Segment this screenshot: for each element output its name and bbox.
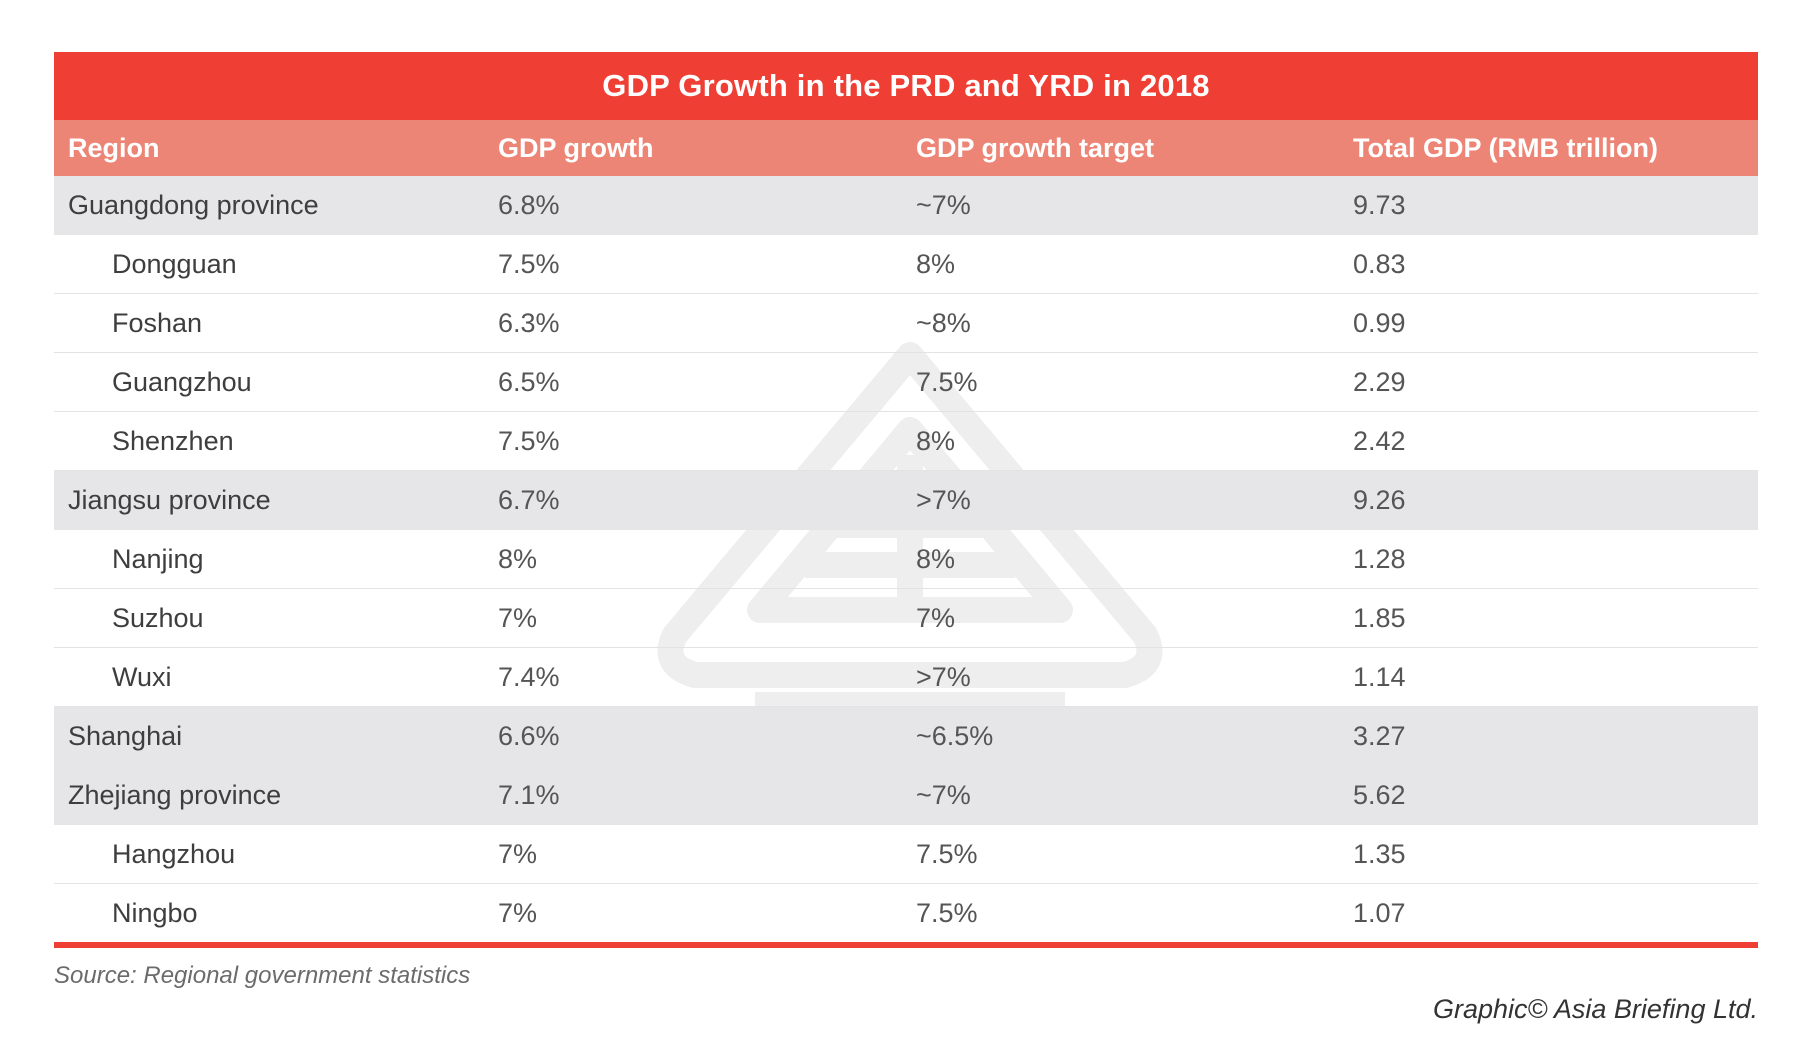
total-gdp-cell: 1.14 — [1339, 647, 1758, 707]
gdp-growth-cell: 7% — [484, 824, 902, 884]
total-gdp-cell: 0.83 — [1339, 234, 1758, 294]
gdp-table-container: GDP Growth in the PRD and YRD in 2018 Re… — [54, 52, 1758, 948]
total-gdp-cell: 1.28 — [1339, 529, 1758, 589]
gdp-growth-target-cell: >7% — [902, 470, 1339, 530]
total-gdp-cell: 1.35 — [1339, 824, 1758, 884]
region-cell: Dongguan — [54, 234, 484, 294]
table-row: Guangzhou 6.5% 7.5% 2.29 — [54, 352, 1758, 412]
gdp-growth-cell: 7.5% — [484, 411, 902, 471]
total-gdp-cell: 1.85 — [1339, 588, 1758, 648]
gdp-growth-target-cell: 7.5% — [902, 824, 1339, 884]
table-row: Shanghai 6.6% ~6.5% 3.27 — [54, 706, 1758, 766]
table-body: Guangdong province 6.8% ~7% 9.73 Dongguan 7.5… — [54, 176, 1758, 942]
table-bottom-rule — [54, 942, 1758, 948]
gdp-growth-target-cell: >7% — [902, 647, 1339, 707]
total-gdp-cell: 2.29 — [1339, 352, 1758, 412]
gdp-growth-target-cell: 7.5% — [902, 352, 1339, 412]
gdp-growth-cell: 6.6% — [484, 706, 902, 766]
total-gdp-cell: 3.27 — [1339, 706, 1758, 766]
total-gdp-cell: 1.07 — [1353, 897, 1406, 928]
header-row: Region GDP growth GDP growth target Tota… — [54, 120, 1758, 176]
table-row: Dongguan 7.5% 8% 0.83 — [54, 234, 1758, 294]
table-row: Suzhou 7% 7% 1.85 — [54, 588, 1758, 648]
total-gdp-cell: 5.62 — [1339, 765, 1758, 825]
gdp-growth-cell: 6.5% — [484, 352, 902, 412]
table-row: Guangdong province 6.8% ~7% 9.73 — [54, 176, 1758, 235]
gdp-growth-target-cell: 8% — [902, 529, 1339, 589]
table-row: Nanjing 8% 8% 1.28 — [54, 529, 1758, 589]
region-cell: Wuxi — [54, 647, 484, 707]
gdp-growth-target-cell: ~6.5% — [902, 706, 1339, 766]
gdp-growth-cell: 7.4% — [484, 647, 902, 707]
total-gdp-cell: 9.26 — [1339, 470, 1758, 530]
table-row: Zhejiang province 7.1% ~7% 5.62 — [54, 765, 1758, 825]
region-cell: Hangzhou — [54, 824, 484, 884]
gdp-growth-target-cell: 7.5% — [916, 897, 978, 928]
gdp-growth-cell: 7% — [498, 897, 538, 928]
region-cell: Shanghai — [54, 706, 484, 766]
gdp-growth-target-cell: ~7% — [902, 765, 1339, 825]
region-cell: Suzhou — [54, 588, 484, 648]
gdp-growth-target-cell: 7% — [902, 588, 1339, 648]
source-note: Source: Regional government statistics — [54, 962, 471, 989]
column-header-gdp-growth-target: GDP growth target — [902, 120, 1339, 176]
column-header-region: Region — [54, 120, 484, 176]
gdp-growth-cell: 6.8% — [484, 176, 902, 235]
region-cell: Zhejiang province — [54, 765, 484, 825]
gdp-growth-target-cell: ~7% — [902, 176, 1339, 235]
gdp-growth-cell: 8% — [484, 529, 902, 589]
total-gdp-cell: 0.99 — [1339, 293, 1758, 353]
region-cell: Foshan — [54, 293, 484, 353]
region-cell: Guangzhou — [54, 352, 484, 412]
column-header-total-gdp: Total GDP (RMB trillion) — [1339, 120, 1758, 176]
gdp-growth-target-cell: 8% — [902, 411, 1339, 471]
region-cell: Guangdong province — [54, 176, 484, 235]
table-row: Foshan 6.3% ~8% 0.99 — [54, 293, 1758, 353]
gdp-growth-cell: 7.1% — [484, 765, 902, 825]
total-gdp-cell: 9.73 — [1339, 176, 1758, 235]
graphic-credit: Graphic© Asia Briefing Ltd. — [1432, 994, 1758, 1024]
table-row: Hangzhou 7% 7.5% 1.35 — [54, 824, 1758, 884]
region-cell: Shenzhen — [54, 411, 484, 471]
table-row: Shenzhen 7.5% 8% 2.42 — [54, 411, 1758, 471]
table-row: Jiangsu province 6.7% >7% 9.26 — [54, 470, 1758, 530]
table-row: Wuxi 7.4% >7% 1.14 — [54, 647, 1758, 707]
gdp-growth-target-cell: ~8% — [902, 293, 1339, 353]
column-header-gdp-growth: GDP growth — [484, 120, 902, 176]
region-cell: Ningbo — [112, 897, 198, 928]
region-cell: Jiangsu province — [54, 470, 484, 530]
gdp-growth-cell: 7.5% — [484, 234, 902, 294]
gdp-growth-cell: 6.3% — [484, 293, 902, 353]
gdp-table: Region GDP growth GDP growth target Tota… — [54, 120, 1758, 942]
gdp-growth-target-cell: 8% — [902, 234, 1339, 294]
table-title: GDP Growth in the PRD and YRD in 2018 — [54, 52, 1758, 120]
gdp-growth-cell: 6.7% — [484, 470, 902, 530]
table-row: Ningbo 7% 7.5% 1.07 — [54, 884, 1758, 943]
gdp-growth-cell: 7% — [484, 588, 902, 648]
region-cell: Nanjing — [54, 529, 484, 589]
total-gdp-cell: 2.42 — [1339, 411, 1758, 471]
